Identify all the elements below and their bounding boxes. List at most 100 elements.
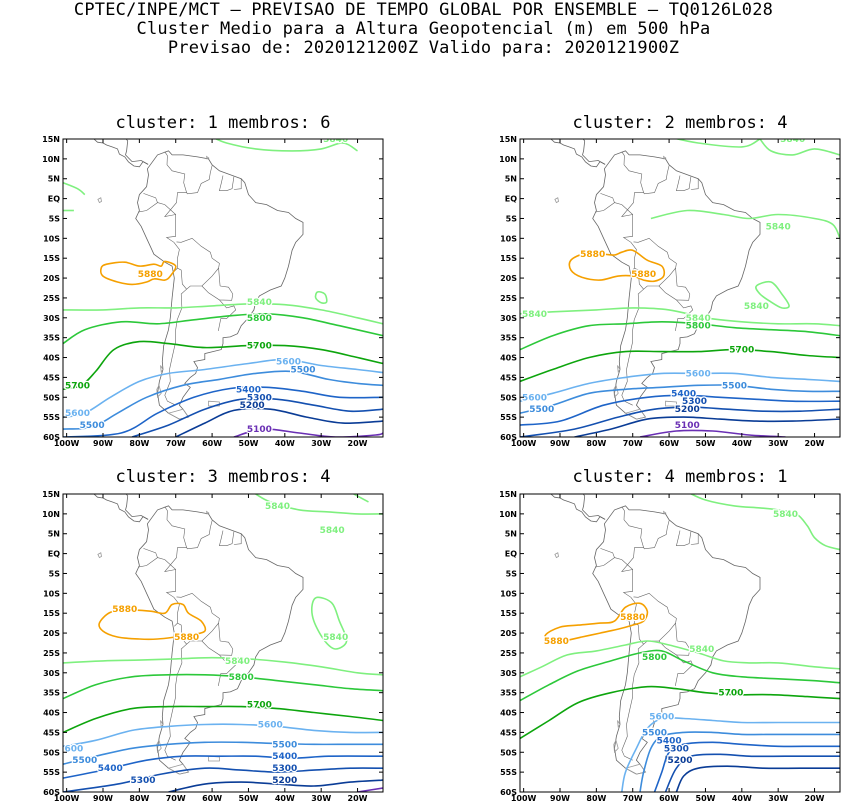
country-border: [164, 643, 187, 761]
lon-tick-label: 20W: [348, 794, 368, 803]
island-outline: [159, 120, 170, 126]
contour-label: 5840: [225, 657, 250, 667]
country-border: [595, 548, 615, 568]
island-outline: [156, 384, 162, 399]
lat-tick-label: 40S: [43, 709, 60, 718]
lat-tick-label: 10N: [499, 510, 517, 519]
contour-label: 5880: [174, 633, 199, 643]
contour-5700: [520, 348, 840, 383]
contour-5400: [63, 386, 383, 437]
panel-title-cluster-2: cluster: 2 membros: 4: [572, 113, 788, 133]
contour-5840: [352, 494, 369, 503]
lon-tick-label: 40W: [732, 794, 752, 803]
island-outline: [613, 739, 619, 754]
contour-5500: [63, 741, 383, 765]
contour-5200: [168, 779, 383, 792]
forecast-header-line1: CPTEC/INPE/MCT — PREVISAO DE TEMPO GLOBA…: [73, 0, 774, 20]
contour-label: 5600: [258, 721, 283, 731]
lat-tick-label: 60S: [43, 433, 60, 442]
lon-tick-label: 30W: [311, 439, 331, 448]
lat-tick-label: 10S: [43, 234, 60, 243]
central-america-coastline: [550, 139, 606, 168]
contour-5840: [63, 303, 383, 325]
lat-tick-label: 5N: [48, 175, 60, 184]
south-america-coastline: [592, 505, 761, 775]
island-outline: [644, 126, 649, 128]
contour-5200: [175, 407, 383, 437]
lon-tick-label: 80W: [586, 439, 606, 448]
contour-5800: [520, 649, 840, 702]
contour-label: 5700: [247, 342, 272, 352]
lon-tick-label: 70W: [623, 794, 643, 803]
country-border: [621, 288, 644, 406]
contour-label: 5200: [667, 756, 692, 766]
island-outline: [627, 121, 638, 127]
lon-tick-label: 60W: [202, 794, 222, 803]
lat-tick-label: 55S: [500, 413, 517, 422]
contour-label: 5800: [229, 673, 254, 683]
contour-label: 5500: [272, 740, 297, 750]
lat-tick-label: 35S: [500, 689, 517, 698]
island-outline: [206, 155, 210, 160]
central-america-coastline: [93, 139, 149, 168]
contour-label: 5800: [247, 314, 272, 324]
country-border: [218, 268, 221, 287]
lat-tick-label: 30S: [43, 314, 60, 323]
island-outline: [554, 197, 559, 204]
map-panel-3: 5840 5840 5880 5880 5840 5840 5800 5700 5600 5500…: [42, 476, 384, 803]
contour-label: 5100: [247, 425, 272, 435]
contour-label: 5200: [675, 405, 700, 415]
map-content-4: 5840 5880 5880 5840 5800 5700 5600 550054005300…: [520, 494, 840, 792]
contour-label: 5800: [642, 653, 667, 663]
panel-title-cluster-3: cluster: 3 membros: 4: [115, 467, 331, 487]
contour-label: 5840: [686, 314, 711, 324]
contour-label: 5500: [72, 756, 97, 766]
contour-label: 5880: [631, 270, 656, 280]
lon-tick-label: 90W: [550, 794, 570, 803]
contour-5600: [520, 372, 840, 402]
contour-5500: [639, 731, 840, 792]
island-outline: [206, 510, 210, 515]
country-border: [675, 299, 694, 331]
island-outline: [208, 400, 220, 407]
south-america-coastline: [135, 505, 304, 775]
contour-5600: [63, 723, 383, 748]
contour-5840: [520, 307, 840, 327]
lat-tick-label: 35S: [43, 689, 60, 698]
contour-5880: [98, 602, 207, 641]
country-border: [218, 654, 237, 686]
island-outline: [187, 126, 192, 128]
lon-tick-label: 100W: [511, 439, 537, 448]
contour-label: 5600: [276, 358, 301, 368]
island-outline: [170, 476, 181, 482]
map-frame: [62, 493, 384, 793]
contour-label: 5400: [671, 389, 696, 399]
contour-5100: [639, 429, 786, 437]
contour-label: 5600: [686, 369, 711, 379]
lat-tick-label: 60S: [43, 788, 60, 797]
country-border: [676, 175, 692, 191]
island-outline: [187, 481, 192, 483]
contour-label: 5840: [522, 310, 547, 320]
contour-label: 5840: [773, 510, 798, 520]
lat-tick-label: 35S: [43, 334, 60, 343]
contour-5880: [568, 249, 666, 283]
lat-tick-label: 5S: [506, 215, 518, 224]
contour-label: 5880: [620, 613, 645, 623]
lon-tick-label: 100W: [511, 794, 537, 803]
lat-tick-label: 5N: [505, 175, 517, 184]
central-america-coastline: [550, 494, 606, 523]
lon-tick-label: 60W: [659, 439, 679, 448]
lat-tick-label: 55S: [500, 768, 517, 777]
contour-5880: [544, 602, 649, 645]
contour-label: 5700: [729, 346, 754, 356]
contour-label: 5200: [272, 776, 297, 786]
lon-tick-label: 20W: [805, 794, 825, 803]
map-frame: [62, 138, 384, 438]
lat-tick-label: 15S: [43, 254, 60, 263]
country-border: [157, 202, 180, 272]
lat-tick-label: 40S: [500, 354, 517, 363]
lat-tick-label: 5S: [49, 570, 61, 579]
contour-label: 5800: [686, 322, 711, 332]
